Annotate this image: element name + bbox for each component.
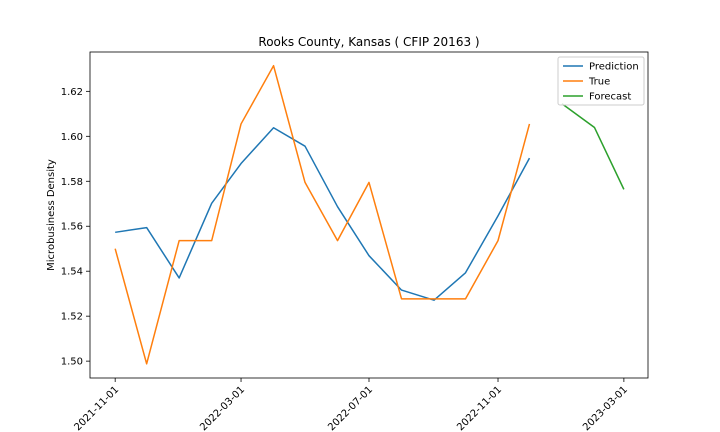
series-layer: [114, 64, 625, 365]
y-tick-label: 1.56: [61, 222, 83, 233]
y-axis: 1.50 1.52 1.54 1.56 1.58 1.60 1.62: [61, 87, 90, 368]
x-tick-label: 2022-07-01: [326, 384, 375, 432]
legend-entry: Forecast: [589, 92, 631, 103]
y-tick-label: 1.62: [61, 87, 83, 98]
x-tick-label: 2023-03-01: [581, 384, 630, 432]
legend-entry: True: [588, 77, 610, 88]
y-tick-label: 1.58: [61, 177, 83, 188]
legend-box: [557, 56, 645, 106]
y-tick-label: 1.52: [61, 312, 83, 323]
legend: Prediction True Forecast: [557, 56, 645, 106]
series-line-forecast: [561, 103, 625, 190]
legend-entry: Prediction: [589, 62, 639, 73]
x-axis: 2021-11-01 2022-03-01 2022-07-01 2022-11-01…: [72, 378, 630, 432]
y-axis-label: Microbusiness Density: [46, 159, 57, 271]
series-line-true: [114, 64, 531, 365]
x-tick-label: 2022-11-01: [455, 384, 504, 432]
x-tick-label: 2022-03-01: [198, 384, 247, 432]
chart-title: Rooks County, Kansas ( CFIP 20163 ): [258, 35, 479, 49]
y-tick-label: 1.50: [61, 357, 83, 368]
y-tick-label: 1.60: [61, 132, 83, 143]
x-tick-label: 2021-11-01: [72, 384, 121, 432]
series-line-prediction: [115, 127, 531, 301]
y-tick-label: 1.54: [61, 267, 83, 278]
